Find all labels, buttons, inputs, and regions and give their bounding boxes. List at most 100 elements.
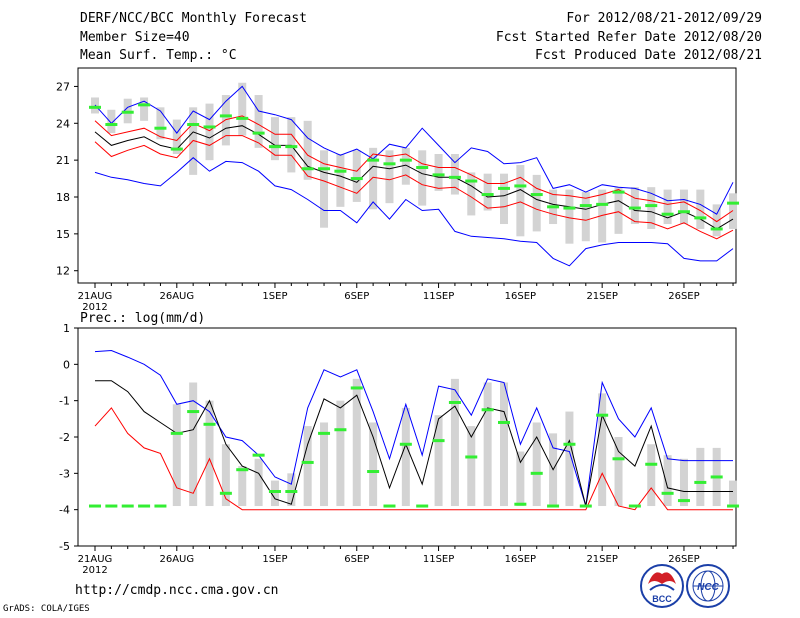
prec-observed-marker: [661, 491, 674, 495]
temp-observed-marker: [219, 114, 232, 118]
temp-observed-marker: [154, 126, 167, 130]
temp-ensemble-bar: [107, 109, 116, 134]
prec-x-tick-label: 21AUG: [78, 554, 113, 565]
temp-ensemble-bar: [663, 189, 672, 225]
prec-ensemble-bar: [434, 415, 443, 507]
prec-ensemble-bar: [205, 400, 214, 507]
prec-observed-marker: [465, 455, 478, 459]
temp-y-tick-label: 24: [56, 117, 70, 130]
temp-ensemble-bar: [385, 150, 394, 204]
prec-ensemble-bar: [663, 455, 672, 507]
temp-y-tick-label: 18: [56, 191, 70, 204]
prec-observed-marker: [89, 504, 101, 508]
temperature-panel: 27 24 21 18 15 12 21AUG 26AUG 1SEP 6SEP 11SEP 16SEP…: [56, 67, 740, 313]
temp-y-tick-label: 12: [56, 265, 70, 278]
prec-ensemble-bar: [352, 378, 361, 507]
temp-observed-marker: [301, 167, 314, 171]
fcst-produced: Fcst Produced Date 2012/08/21: [535, 48, 762, 63]
temp-observed-marker: [628, 206, 641, 210]
prec-observed-marker: [252, 453, 265, 457]
temp-observed-marker: [383, 162, 396, 166]
temp-observed-marker: [236, 116, 249, 120]
prec-observed-marker: [350, 386, 363, 390]
prec-x-tick-label: 26SEP: [668, 554, 699, 565]
prec-observed-marker: [710, 475, 723, 479]
temp-observed-marker: [416, 166, 429, 170]
prec-x-tick-label: 6SEP: [344, 554, 369, 565]
temp-x-year-label: 2012: [82, 302, 107, 313]
prec-observed-marker: [121, 504, 134, 508]
prec-ensemble-bar: [614, 437, 623, 507]
prec-observed-marker: [612, 457, 625, 461]
temp-observed-marker: [710, 227, 723, 231]
prec-ensemble-bar: [679, 458, 688, 507]
temp-ensemble-bar: [467, 172, 476, 216]
prec-observed-marker: [628, 504, 641, 508]
prec-ensemble-bar: [336, 400, 345, 507]
temp-x-tick-label: 6SEP: [344, 291, 369, 302]
temp-observed-marker: [432, 173, 445, 177]
temp-observed-marker: [465, 179, 478, 183]
prec-observed-marker: [170, 431, 183, 435]
prec-observed-marker: [530, 471, 543, 475]
prec-ensemble-bar: [598, 393, 607, 507]
temp-ensemble-bar: [500, 173, 508, 225]
prec-ensemble-bar: [287, 473, 296, 507]
temp-ensemble-bar: [532, 174, 541, 232]
temp-series-ensemble-mean: [94, 125, 734, 230]
prec-ensemble-bar: [221, 444, 230, 507]
temp-y-tick-label: 21: [56, 154, 70, 167]
temp-observed-marker: [645, 204, 658, 208]
temp-ensemble-bar: [303, 120, 312, 180]
temp-observed-marker: [121, 110, 134, 114]
temp-ensemble-bar: [483, 173, 492, 211]
prec-y-tick-label: 0: [63, 358, 70, 371]
temp-ensemble-bar: [696, 189, 705, 229]
prec-observed-marker: [285, 490, 298, 493]
temp-ensemble-bar: [712, 204, 721, 237]
prec-observed-marker: [481, 408, 494, 412]
temp-observed-marker: [318, 167, 331, 171]
fcst-started: Fcst Started Refer Date 2012/08/20: [495, 30, 762, 45]
temp-series-mean-sd: [94, 115, 734, 223]
prec-observed-marker: [301, 460, 314, 464]
bcc-logo: BCC: [640, 564, 684, 608]
temp-observed-marker: [203, 125, 216, 129]
prec-observed-marker: [416, 504, 429, 508]
prec-observed-marker: [187, 410, 200, 414]
temp-observed-marker: [138, 103, 151, 107]
prec-ensemble-bar: [189, 382, 198, 507]
temp-ensemble-bar: [401, 147, 410, 185]
prec-observed-marker: [383, 504, 396, 508]
prec-observed-marker: [367, 470, 380, 474]
prec-series-ensemble-max: [94, 349, 733, 507]
prec-observed-marker: [236, 468, 249, 472]
temp-observed-marker: [187, 123, 200, 127]
prec-ensemble-bar: [516, 451, 525, 507]
prec-ensemble-bar: [696, 447, 705, 507]
temp-observed-marker: [105, 123, 118, 127]
prec-observed-marker: [318, 431, 331, 435]
prec-y-tick-label: -3: [59, 467, 70, 480]
temp-ensemble-bar: [565, 189, 574, 244]
temp-ensemble-bar: [418, 150, 427, 206]
temp-ensemble-bar: [270, 117, 279, 161]
prec-ensemble-bar: [320, 422, 329, 507]
prec-x-year-label: 2012: [82, 565, 107, 576]
temp-y-tick-label: 15: [56, 228, 70, 241]
prec-ensemble-bar: [500, 382, 508, 507]
prec-observed-marker: [138, 504, 151, 508]
prec-observed-marker: [547, 504, 560, 508]
prec-ensemble-bar: [254, 458, 263, 507]
temp-x-tick-label: 21AUG: [78, 291, 113, 302]
temp-observed-marker: [514, 184, 527, 188]
temp-observed-marker: [498, 186, 510, 190]
source-url[interactable]: http://cmdp.ncc.cma.gov.cn: [75, 583, 279, 598]
temp-series-mean-sd: [94, 135, 734, 240]
prec-x-tick-label: 21SEP: [586, 554, 617, 565]
temp-ensemble-bar: [434, 154, 443, 191]
temp-observed-marker: [596, 202, 609, 206]
prec-observed-marker: [399, 442, 412, 446]
prec-ensemble-bar: [270, 480, 279, 507]
